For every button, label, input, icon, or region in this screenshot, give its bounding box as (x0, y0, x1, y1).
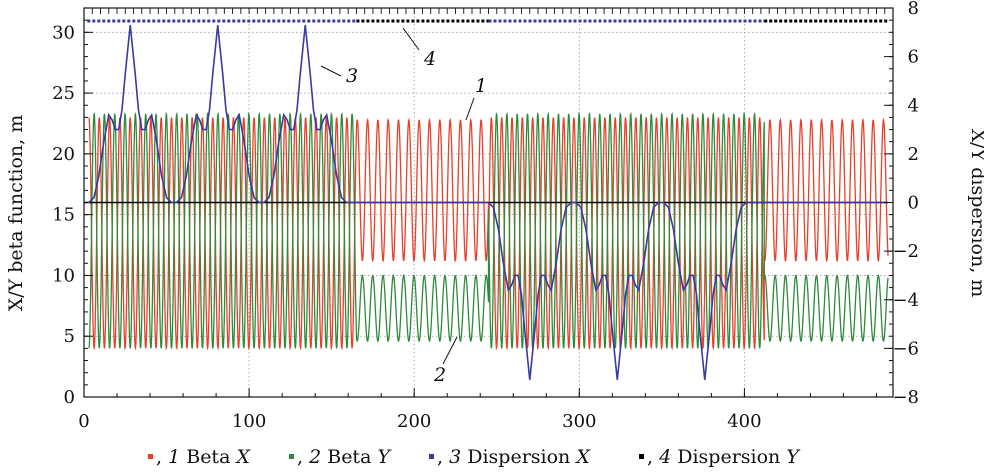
y2-tick-label: 0 (908, 193, 919, 214)
legend-swatch-1 (148, 454, 153, 459)
callout-1: 1 (475, 75, 487, 97)
y2-tick-label: 8 (908, 0, 919, 19)
y2-tick-label: 2 (908, 144, 919, 165)
series-lines (84, 24, 889, 381)
y2-tick-label: 4 (908, 95, 919, 116)
y-tick-label: 20 (52, 144, 75, 165)
legend-label-3: , 3 Dispersion X (437, 446, 591, 468)
axis-ticks: 0 100 200 300 400 0 5 10 15 20 25 30 −8 −6 −4 −2 0 2 4 6 8 (52, 0, 919, 432)
y-axis-title: X/Y beta function, m (5, 115, 27, 312)
y2-tick-label: 6 (908, 47, 919, 68)
legend-label-2: , 2 Beta Y (297, 446, 392, 468)
legend-swatch-3 (429, 454, 434, 459)
callout-3: 3 (346, 65, 358, 87)
legend-label-4: , 4 Dispersion Y (647, 446, 801, 468)
dispersion-x-line (84, 24, 889, 381)
x-tick-label: 200 (397, 411, 431, 432)
y2-axis-title: X/Y dispersion, m (967, 129, 984, 298)
legend-swatch-2 (289, 454, 294, 459)
y2-tick-label: −4 (892, 290, 919, 311)
y2-tick-label: −8 (892, 387, 919, 408)
y-tick-label: 30 (52, 22, 75, 43)
y-tick-label: 15 (52, 205, 75, 226)
callout-2-leader (442, 336, 458, 365)
x-tick-label: 300 (562, 411, 596, 432)
callouts: 1 2 3 4 (320, 27, 487, 386)
y-tick-label: 0 (64, 387, 75, 408)
callout-4: 4 (423, 48, 436, 70)
y-tick-label: 5 (64, 326, 75, 347)
callout-3-leader (320, 65, 342, 77)
x-tick-label: 100 (232, 411, 266, 432)
y-tick-label: 25 (52, 83, 75, 104)
y-tick-label: 10 (52, 265, 75, 286)
callout-1-leader (465, 97, 475, 121)
x-tick-label: 400 (727, 411, 761, 432)
legend-swatch-4 (639, 454, 644, 459)
legend: , 1 Beta X , 2 Beta Y , 3 Dispersion X , 4 … (148, 446, 801, 468)
legend-label-1: , 1 Beta X (156, 446, 251, 468)
beta-y-line (88, 111, 889, 349)
callout-2: 2 (433, 364, 446, 386)
callout-4-leader (402, 27, 420, 51)
y2-tick-label: −6 (892, 338, 919, 359)
x-tick-label: 0 (78, 411, 89, 432)
y2-tick-label: −2 (892, 241, 919, 262)
